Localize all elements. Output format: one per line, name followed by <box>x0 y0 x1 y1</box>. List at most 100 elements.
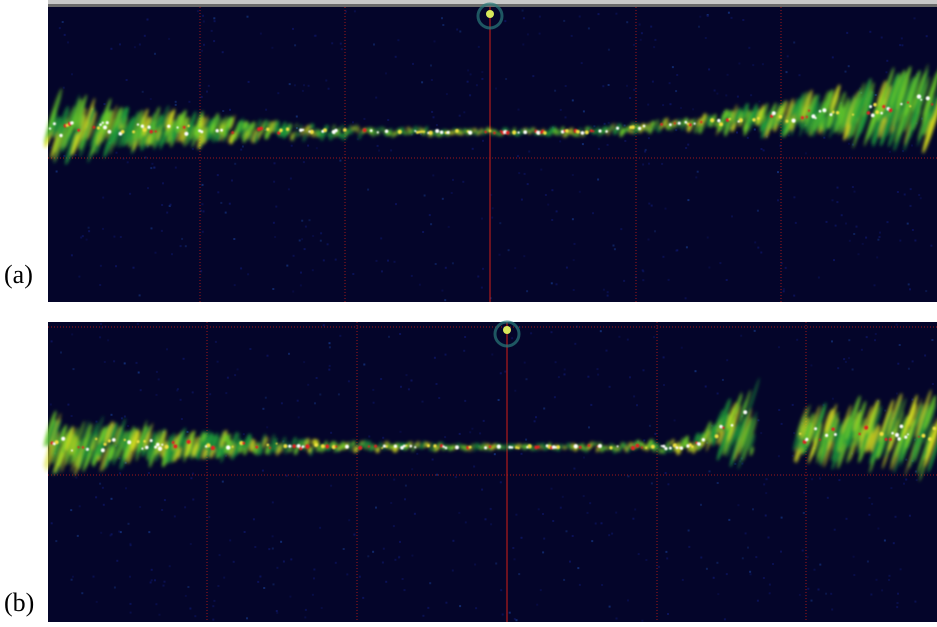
noise-speck <box>726 359 728 361</box>
trace-peak <box>871 114 875 118</box>
noise-speck <box>853 574 855 576</box>
noise-speck <box>640 39 642 41</box>
noise-speck <box>566 267 568 269</box>
noise-speck <box>726 573 728 575</box>
noise-speck <box>534 420 536 422</box>
noise-speck <box>411 468 413 470</box>
trace-peak <box>423 131 425 133</box>
noise-speck <box>759 100 761 102</box>
noise-speck <box>151 569 153 571</box>
trace-peak <box>669 123 672 126</box>
noise-speck <box>841 214 843 216</box>
noise-speck <box>225 212 227 214</box>
noise-speck <box>634 509 636 511</box>
noise-speck <box>587 512 589 514</box>
noise-speck <box>649 425 651 427</box>
noise-speck <box>359 576 361 578</box>
trace-peak <box>830 113 833 116</box>
trace-peak <box>121 130 125 134</box>
noise-speck <box>479 432 481 434</box>
trace-peak <box>920 99 922 101</box>
trace-peak <box>137 123 139 125</box>
noise-speck <box>781 423 783 425</box>
noise-speck <box>469 431 471 433</box>
noise-speck <box>834 529 836 531</box>
noise-speck <box>837 367 839 369</box>
noise-speck <box>71 73 73 75</box>
noise-speck <box>918 194 920 196</box>
noise-speck <box>811 478 813 480</box>
noise-speck <box>233 561 235 563</box>
noise-speck <box>482 268 484 270</box>
noise-speck <box>71 254 73 256</box>
noise-speck <box>50 147 52 149</box>
noise-speck <box>192 499 194 501</box>
noise-speck <box>896 324 898 326</box>
trace-peak <box>574 444 578 448</box>
noise-speck <box>536 604 538 606</box>
trace-peak <box>143 440 146 443</box>
noise-speck <box>431 79 433 81</box>
noise-speck <box>100 323 102 325</box>
trace-peak <box>808 110 810 112</box>
trace-peak <box>374 445 377 448</box>
noise-speck <box>445 354 447 356</box>
noise-speck <box>858 253 860 255</box>
noise-speck <box>265 109 267 111</box>
noise-speck <box>154 53 156 55</box>
noise-speck <box>724 618 726 620</box>
trace-peak <box>325 444 329 448</box>
trace-peak <box>617 445 619 447</box>
trace-peak <box>447 131 450 134</box>
noise-speck <box>456 29 458 31</box>
trace-peak <box>822 108 826 112</box>
noise-speck <box>749 571 751 573</box>
noise-speck <box>876 256 878 258</box>
noise-speck <box>308 85 310 87</box>
noise-speck <box>274 162 276 164</box>
noise-speck <box>465 521 467 523</box>
trace-peak <box>86 448 89 451</box>
noise-speck <box>96 601 98 603</box>
noise-speck <box>432 174 434 176</box>
noise-speck <box>273 181 275 183</box>
trace-peak <box>414 130 416 132</box>
noise-speck <box>335 562 337 564</box>
noise-speck <box>522 44 524 46</box>
noise-speck <box>63 155 65 157</box>
trace-peak <box>469 446 472 449</box>
noise-speck <box>889 151 891 153</box>
noise-speck <box>914 601 916 603</box>
noise-speck <box>314 402 316 404</box>
noise-speck <box>202 15 204 17</box>
noise-speck <box>500 481 502 483</box>
trace-peak <box>493 132 496 135</box>
noise-speck <box>387 260 389 262</box>
trace-peak <box>888 108 892 112</box>
noise-speck <box>757 210 759 212</box>
noise-speck <box>827 497 829 499</box>
trace-peak <box>158 447 162 451</box>
noise-speck <box>551 282 553 284</box>
noise-speck <box>560 109 562 111</box>
noise-speck <box>265 397 267 399</box>
noise-speck <box>737 96 739 98</box>
noise-speck <box>648 203 650 205</box>
noise-speck <box>526 290 528 292</box>
noise-speck <box>150 98 152 100</box>
noise-speck <box>518 172 520 174</box>
trace-peak <box>220 129 223 132</box>
trace-peak <box>832 428 835 431</box>
noise-speck <box>166 348 168 350</box>
noise-speck <box>853 556 855 558</box>
noise-speck <box>352 273 354 275</box>
noise-speck <box>823 137 825 139</box>
noise-speck <box>896 393 898 395</box>
noise-speck <box>118 531 120 533</box>
noise-speck <box>247 273 249 275</box>
trace-peak <box>806 116 808 118</box>
noise-speck <box>422 401 424 403</box>
trace-peak <box>858 433 860 435</box>
trace-peak <box>77 129 80 132</box>
noise-speck <box>288 353 290 355</box>
